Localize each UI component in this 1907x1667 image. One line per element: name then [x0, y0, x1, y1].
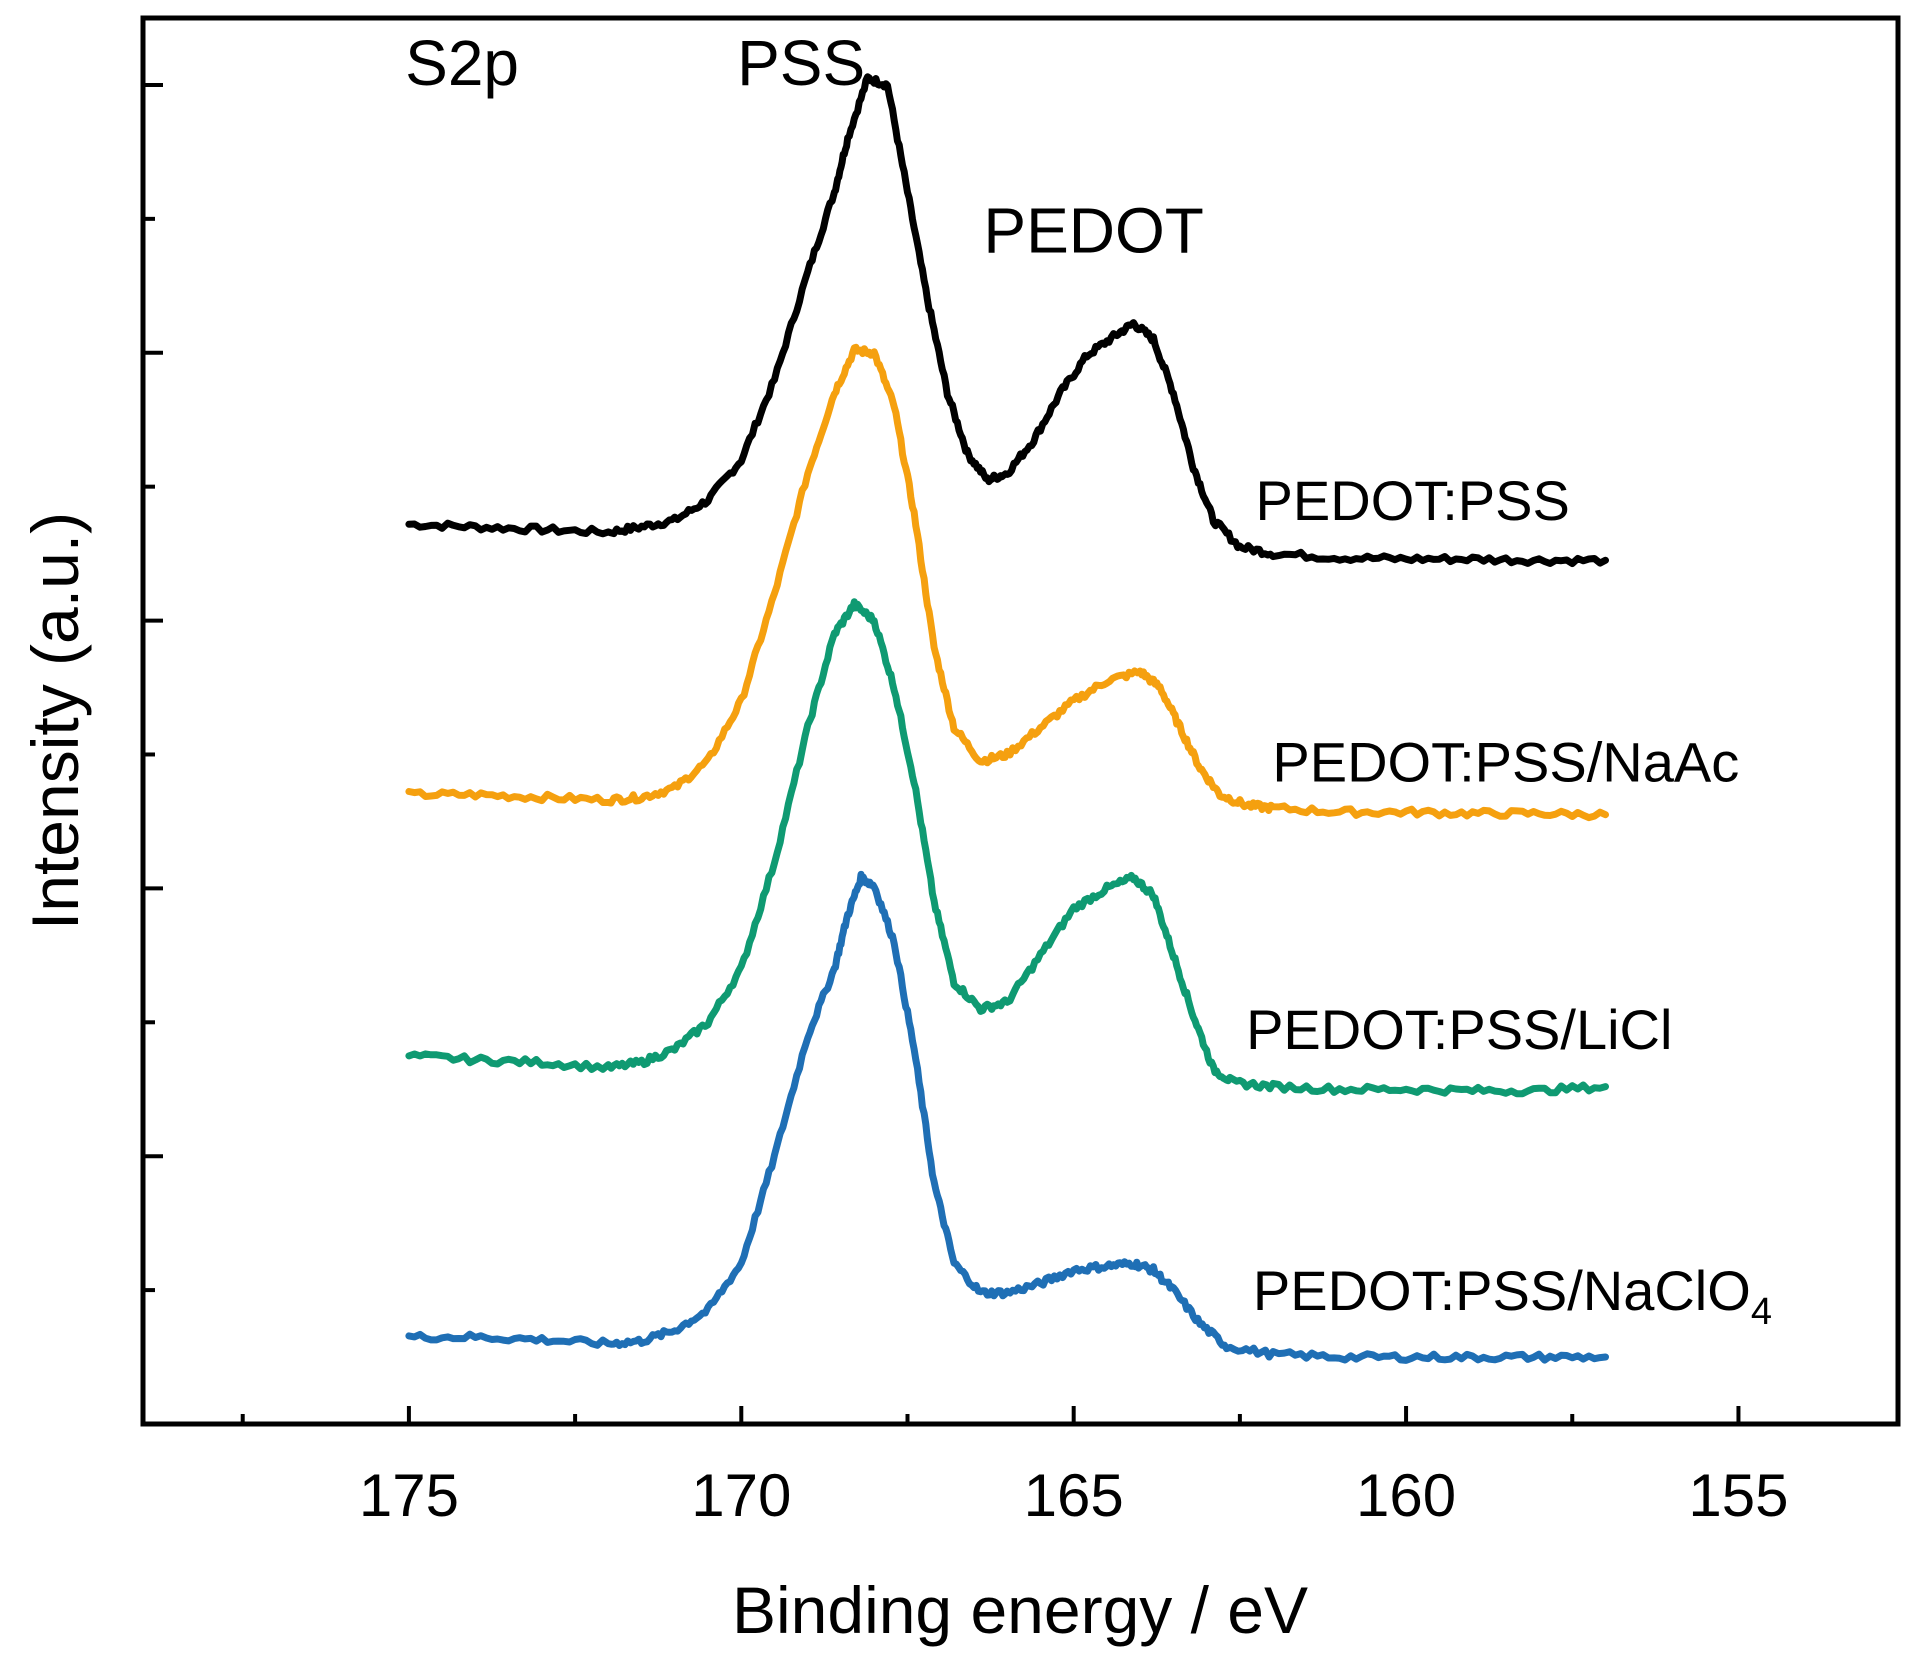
series-line-pedot-pss	[405, 73, 1609, 567]
y-axis-title: Intensity (a.u.)	[18, 512, 92, 930]
x-tick-label: 155	[1688, 1462, 1788, 1529]
series-labels: PEDOT:PSS PEDOT:PSS/NaAc PEDOT:PSS/LiCl PED…	[1246, 469, 1772, 1333]
x-axis-title: Binding energy / eV	[732, 1573, 1308, 1647]
x-tick-label: 165	[1024, 1462, 1124, 1529]
series-label: PEDOT:PSS/NaClO4	[1253, 1259, 1772, 1333]
series-label: PEDOT:PSS/NaAc	[1272, 730, 1739, 793]
annotations: S2p PSS PEDOT	[405, 27, 1204, 266]
axis-ticks	[143, 82, 1741, 1424]
x-tick-label: 170	[691, 1462, 791, 1529]
series-label: PEDOT:PSS	[1256, 469, 1570, 532]
series-label: PEDOT:PSS/LiCl	[1246, 998, 1672, 1061]
plot-frame	[140, 15, 1901, 1427]
x-tick-labels: 175 170 165 160 155	[359, 1462, 1789, 1529]
series-lines	[405, 73, 1609, 1364]
x-tick-label: 175	[359, 1462, 459, 1529]
annotation-pedot: PEDOT	[983, 194, 1203, 266]
x-tick-label: 160	[1356, 1462, 1456, 1529]
annotation-pss: PSS	[737, 27, 865, 99]
series-line-pedot-pss-licl	[405, 598, 1609, 1098]
annotation-s2p: S2p	[405, 27, 519, 99]
series-line-pedot-pss-naac	[405, 343, 1609, 822]
series-line-pedot-pss-naclo4	[405, 870, 1609, 1364]
